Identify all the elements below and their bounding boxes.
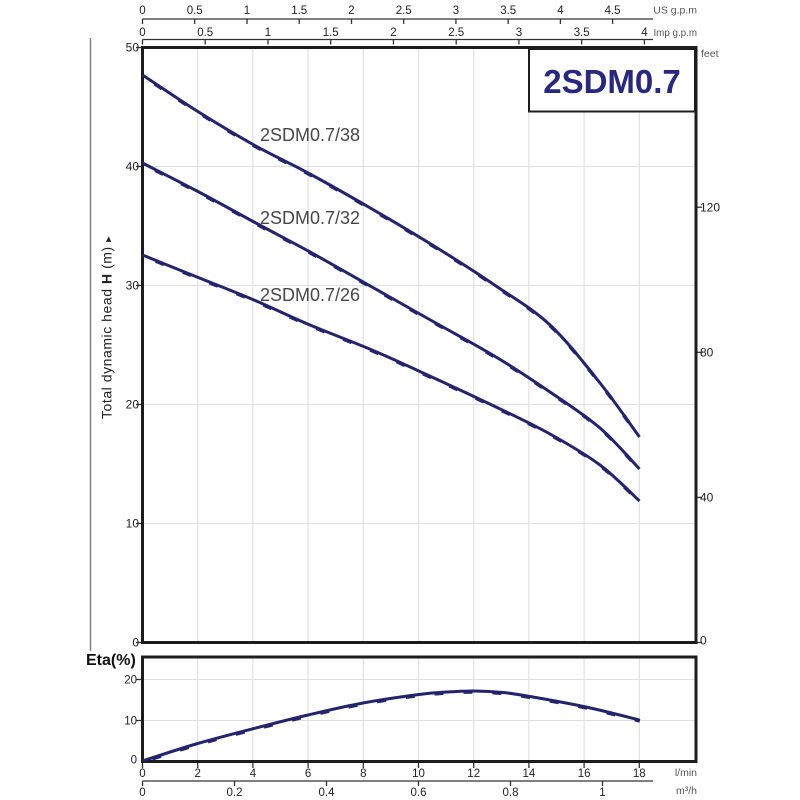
svg-text:20: 20 — [124, 675, 137, 687]
svg-text:1: 1 — [244, 5, 250, 17]
svg-text:40: 40 — [126, 160, 140, 174]
svg-text:0: 0 — [139, 5, 145, 17]
svg-text:1: 1 — [265, 27, 271, 39]
svg-text:2SDM0.7/38: 2SDM0.7/38 — [260, 125, 360, 145]
svg-text:2SDM0.7: 2SDM0.7 — [543, 63, 681, 100]
svg-text:10: 10 — [126, 517, 140, 531]
svg-text:3.5: 3.5 — [574, 27, 590, 39]
svg-text:0.2: 0.2 — [227, 787, 243, 799]
svg-text:Eta(%): Eta(%) — [86, 652, 136, 669]
svg-text:0: 0 — [139, 768, 145, 780]
svg-text:16: 16 — [578, 768, 591, 780]
svg-text:6: 6 — [305, 768, 311, 780]
svg-text:feet: feet — [701, 48, 719, 60]
svg-text:0: 0 — [139, 787, 145, 799]
svg-text:0.4: 0.4 — [319, 787, 336, 799]
svg-text:0: 0 — [700, 634, 707, 648]
svg-text:50: 50 — [126, 41, 140, 55]
svg-text:40: 40 — [700, 491, 714, 505]
svg-text:3: 3 — [453, 5, 459, 17]
svg-text:10: 10 — [412, 768, 425, 780]
svg-text:1.5: 1.5 — [291, 5, 307, 17]
svg-text:18: 18 — [633, 768, 646, 780]
svg-text:0.5: 0.5 — [187, 5, 203, 17]
svg-text:4: 4 — [641, 27, 648, 39]
svg-text:m³/h: m³/h — [676, 785, 697, 797]
svg-text:2: 2 — [348, 5, 354, 17]
svg-text:80: 80 — [700, 346, 714, 360]
svg-text:2: 2 — [390, 27, 396, 39]
svg-text:10: 10 — [124, 716, 137, 728]
svg-text:0.5: 0.5 — [197, 27, 213, 39]
svg-text:l/min: l/min — [675, 767, 697, 779]
svg-text:2.5: 2.5 — [448, 27, 464, 39]
svg-text:12: 12 — [467, 768, 480, 780]
svg-text:Imp g.p.m: Imp g.p.m — [653, 28, 697, 39]
svg-text:0.8: 0.8 — [503, 787, 519, 799]
svg-text:1.5: 1.5 — [323, 27, 339, 39]
svg-text:8: 8 — [360, 768, 366, 780]
svg-text:4.5: 4.5 — [605, 5, 621, 17]
svg-text:1: 1 — [599, 787, 605, 799]
svg-text:3: 3 — [516, 27, 522, 39]
svg-text:14: 14 — [523, 768, 536, 780]
svg-text:0: 0 — [139, 27, 145, 39]
svg-text:2: 2 — [194, 768, 200, 780]
svg-text:US g.p.m: US g.p.m — [653, 5, 697, 17]
svg-text:4: 4 — [557, 5, 564, 17]
svg-text:0: 0 — [131, 755, 137, 767]
svg-text:3.5: 3.5 — [500, 5, 516, 17]
svg-text:120: 120 — [700, 200, 720, 214]
svg-text:2SDM0.7/26: 2SDM0.7/26 — [260, 285, 360, 305]
svg-text:2.5: 2.5 — [396, 5, 412, 17]
svg-text:0.6: 0.6 — [411, 787, 427, 799]
svg-text:30: 30 — [126, 279, 140, 293]
svg-text:Total dynamic head H (m) ▸: Total dynamic head H (m) ▸ — [99, 236, 115, 419]
svg-text:20: 20 — [126, 398, 140, 412]
svg-text:0: 0 — [132, 636, 139, 650]
svg-text:2SDM0.7/32: 2SDM0.7/32 — [260, 208, 360, 228]
svg-text:4: 4 — [250, 768, 257, 780]
